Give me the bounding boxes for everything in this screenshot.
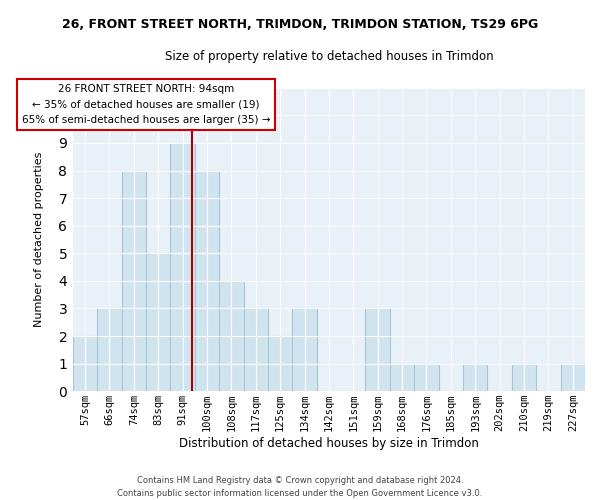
Text: 26, FRONT STREET NORTH, TRIMDON, TRIMDON STATION, TS29 6PG: 26, FRONT STREET NORTH, TRIMDON, TRIMDON… <box>62 18 538 30</box>
Title: Size of property relative to detached houses in Trimdon: Size of property relative to detached ho… <box>164 50 493 63</box>
X-axis label: Distribution of detached houses by size in Trimdon: Distribution of detached houses by size … <box>179 437 479 450</box>
Text: 26 FRONT STREET NORTH: 94sqm
← 35% of detached houses are smaller (19)
65% of se: 26 FRONT STREET NORTH: 94sqm ← 35% of de… <box>22 84 270 125</box>
Bar <box>390 364 414 391</box>
Bar <box>463 364 487 391</box>
Bar <box>170 143 195 391</box>
Bar <box>122 170 146 391</box>
Bar <box>146 254 170 391</box>
Bar <box>292 308 317 391</box>
Bar <box>268 336 292 391</box>
Bar <box>244 308 268 391</box>
Bar <box>414 364 439 391</box>
Bar <box>512 364 536 391</box>
Bar <box>365 308 390 391</box>
Bar <box>560 364 585 391</box>
Bar <box>97 308 122 391</box>
Bar <box>219 281 244 391</box>
Text: Contains HM Land Registry data © Crown copyright and database right 2024.
Contai: Contains HM Land Registry data © Crown c… <box>118 476 482 498</box>
Bar <box>73 336 97 391</box>
Bar <box>195 170 219 391</box>
Y-axis label: Number of detached properties: Number of detached properties <box>34 152 44 327</box>
